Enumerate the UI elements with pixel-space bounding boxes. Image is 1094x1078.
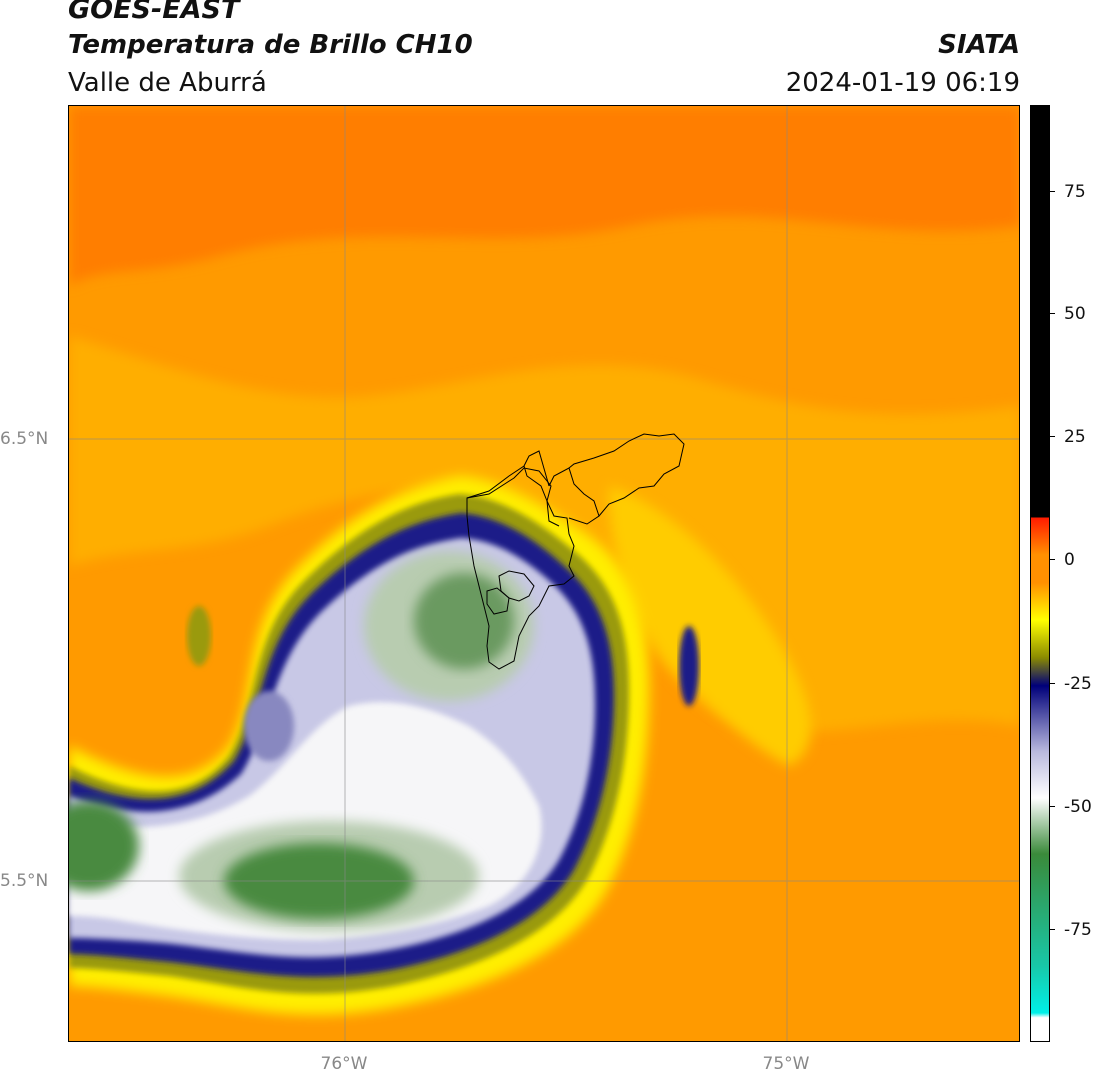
- gridlines: [69, 106, 1019, 1041]
- cloud-green-north: [414, 573, 514, 669]
- lon-label-76w: 76°W: [320, 1054, 368, 1074]
- boundary-southern-valley: [466, 467, 575, 670]
- cloud-navy-streak-east: [679, 626, 699, 706]
- cooler-band-central: [69, 336, 1019, 732]
- yellowish-patch-east: [609, 486, 811, 766]
- colorbar-tick: [1049, 559, 1055, 560]
- colorbar-label: -25: [1064, 674, 1092, 694]
- cloud-green-west: [69, 801, 139, 891]
- lat-label-5-5n: 5.5°N: [0, 871, 49, 891]
- cloud-lavender-patch: [244, 691, 294, 761]
- colorbar-label: 50: [1064, 304, 1086, 324]
- boundary-girardota: [548, 467, 600, 525]
- satellite-title: GOES-EAST: [68, 0, 240, 25]
- lon-label-75w: 75°W: [762, 1054, 810, 1074]
- colorbar-tick: [1049, 191, 1055, 192]
- colorbar-tick: [1049, 313, 1055, 314]
- region-title: Valle de Aburrá: [68, 68, 267, 98]
- boundary-itagui: [486, 587, 510, 615]
- map-canvas: [69, 106, 1019, 1041]
- colorbar-tick: [1049, 436, 1055, 437]
- colorbar-label: -75: [1064, 920, 1092, 940]
- cloud-olive-streak-west: [187, 606, 211, 666]
- warm-band-north: [69, 106, 1019, 286]
- colorbar-tick: [1049, 929, 1055, 930]
- colorbar-tick: [1049, 683, 1055, 684]
- product-title: Temperatura de Brillo CH10: [68, 30, 473, 60]
- colorbar-label: -50: [1064, 797, 1092, 817]
- municipality-boundaries: [466, 433, 685, 670]
- boundary-copacabana: [523, 465, 560, 527]
- colorbar: [1030, 105, 1050, 1042]
- colorbar-label: 25: [1064, 427, 1086, 447]
- colorbar-label: 75: [1064, 182, 1086, 202]
- colorbar-label: 0: [1064, 550, 1075, 570]
- agency-title: SIATA: [938, 30, 1020, 60]
- datetime-title: 2024-01-19 06:19: [785, 68, 1020, 98]
- boundary-barbosa: [568, 433, 685, 517]
- lat-label-6-5n: 6.5°N: [0, 429, 49, 449]
- brightness-temperature-map[interactable]: [68, 105, 1020, 1042]
- colorbar-tick: [1049, 806, 1055, 807]
